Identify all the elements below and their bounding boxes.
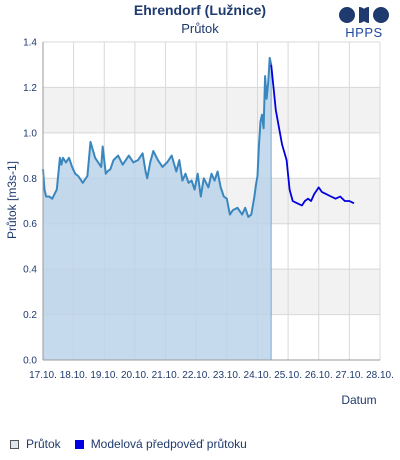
y-tick-label: 0.0 — [23, 356, 37, 367]
legend-swatch-observed — [10, 439, 19, 449]
x-tick-label: 26.10. — [305, 370, 333, 381]
y-tick-label: 0.2 — [23, 310, 37, 321]
x-tick-label: 27.10. — [335, 370, 363, 381]
series-layer — [42, 56, 355, 361]
observed-line — [42, 56, 273, 218]
x-tick-label: 18.10. — [60, 370, 88, 381]
x-tick-label: 19.10. — [90, 370, 118, 381]
y-tick-label: 1.0 — [23, 128, 37, 139]
x-tick-label: 25.10. — [274, 370, 302, 381]
forecast-line — [270, 64, 355, 207]
x-tick-label: 21.10. — [152, 370, 180, 381]
legend: Průtok Modelová předpověď průtoku — [10, 437, 261, 451]
brand-logo-icon — [339, 7, 389, 23]
brand-name: HPPS — [345, 25, 383, 40]
chart-title: Ehrendorf (Lužnice) — [133, 2, 267, 18]
x-tick-label: 17.10. — [29, 370, 57, 381]
x-tick-labels: 17.10. 18.10. 19.10. 20.10. 21.10. 22.10. 23.1… — [29, 370, 394, 381]
legend-item-observed[interactable]: Průtok — [10, 437, 61, 451]
x-axis-title: Datum — [341, 393, 376, 407]
y-tick-label: 0.6 — [23, 219, 37, 230]
legend-swatch-forecast — [74, 439, 84, 449]
axes-layer — [42, 42, 380, 361]
y-tick-label: 0.8 — [23, 174, 37, 185]
y-tick-label: 1.2 — [23, 83, 37, 94]
chart-plot: 0.0 0.2 0.4 0.6 0.8 1.0 1.2 1.4 17.10. 18.10. 19.… — [5, 38, 394, 408]
x-tick-label: 22.10. — [182, 370, 210, 381]
legend-label-observed: Průtok — [26, 437, 61, 451]
x-tick-label: 20.10. — [121, 370, 149, 381]
y-tick-label: 0.4 — [23, 265, 37, 276]
chart-subtitle: Průtok — [181, 21, 219, 36]
observed-area — [43, 57, 272, 361]
y-tick-label: 1.4 — [23, 38, 37, 49]
y-tick-labels: 0.0 0.2 0.4 0.6 0.8 1.0 1.2 1.4 — [23, 38, 37, 367]
x-tick-label: 23.10. — [213, 370, 241, 381]
legend-item-forecast[interactable]: Modelová předpověď průtoku — [74, 437, 247, 451]
x-tick-label: 28.10. — [366, 370, 394, 381]
brand: HPPS — [336, 6, 392, 40]
grid-band — [43, 87, 380, 133]
x-tick-label: 24.10. — [244, 370, 272, 381]
legend-label-forecast: Modelová předpověď průtoku — [90, 437, 247, 451]
y-axis-title: Průtok [m3s-1] — [5, 161, 19, 239]
